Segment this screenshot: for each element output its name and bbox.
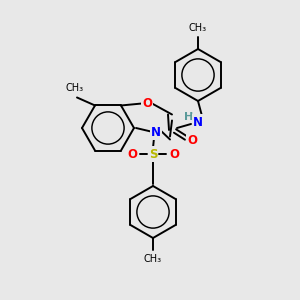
Text: CH₃: CH₃ [144,254,162,264]
Text: O: O [142,97,152,110]
Text: O: O [169,148,179,160]
Text: N: N [151,125,161,139]
Text: O: O [187,134,197,146]
Text: S: S [149,148,157,160]
Text: CH₃: CH₃ [66,83,84,94]
Text: O: O [127,148,137,160]
Text: CH₃: CH₃ [189,23,207,33]
Text: N: N [193,116,203,128]
Text: H: H [184,112,194,122]
